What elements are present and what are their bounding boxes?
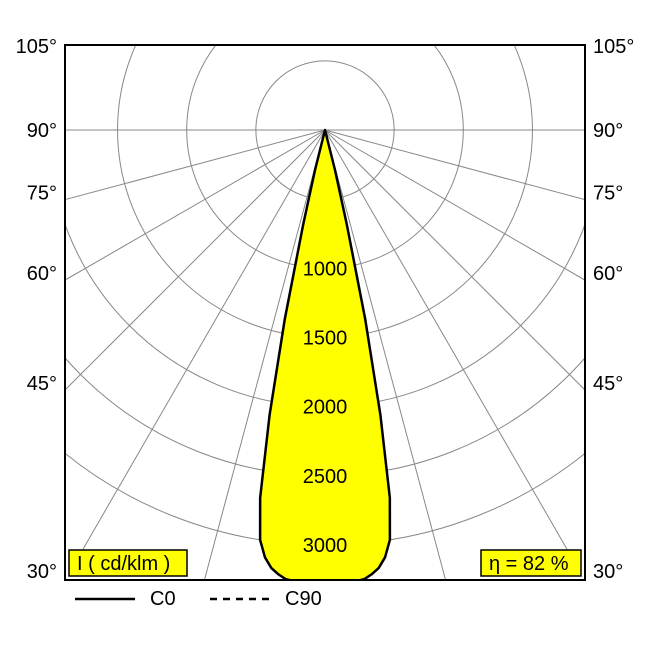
angle-label-right: 90°: [593, 120, 623, 142]
angle-label-left: 30°: [27, 561, 57, 583]
angle-label-right: 105°: [593, 36, 634, 58]
angle-label-right: 45°: [593, 373, 623, 395]
angle-label-left: 75°: [27, 183, 57, 205]
angle-label-right: 60°: [593, 263, 623, 285]
angle-label-left: 105°: [16, 36, 57, 58]
light-distribution-lobe: [260, 130, 390, 585]
radial-tick-label: 1000: [303, 258, 348, 280]
radial-tick-label: 2000: [303, 397, 348, 419]
unit-box-text: I ( cd/klm ): [77, 553, 170, 575]
legend-c0-label: C0: [150, 588, 176, 610]
radial-tick-label: 2500: [303, 466, 348, 488]
angle-label-left: 60°: [27, 263, 57, 285]
angle-label-left: 45°: [27, 373, 57, 395]
legend-c90-label: C90: [285, 588, 322, 610]
angle-label-right: 30°: [593, 561, 623, 583]
angle-label-right: 75°: [593, 183, 623, 205]
radial-tick-label: 1500: [303, 327, 348, 349]
radial-tick-label: 3000: [303, 535, 348, 557]
angle-label-left: 90°: [27, 120, 57, 142]
eta-box-text: η = 82 %: [489, 553, 569, 575]
